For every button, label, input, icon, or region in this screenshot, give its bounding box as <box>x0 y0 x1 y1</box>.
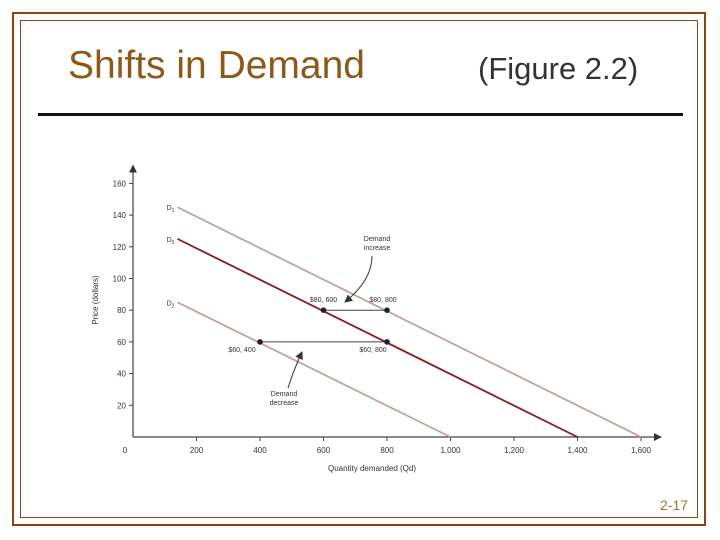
data-point <box>257 339 263 345</box>
x-tick-label: 1,000 <box>440 446 461 455</box>
title-underline <box>38 113 683 116</box>
x-tick-label: 600 <box>317 446 331 455</box>
x-tick-label: 1,400 <box>567 446 588 455</box>
x-tick-label: 0 <box>123 446 128 455</box>
series-line-d0 <box>177 238 578 438</box>
slide-frame-outer <box>12 12 706 526</box>
slide-number: 2-17 <box>660 497 689 513</box>
x-tick-label: 800 <box>380 446 394 455</box>
series-label-d1: D1 <box>167 205 175 214</box>
point-label: $80, 800 <box>369 297 396 304</box>
y-tick-label: 40 <box>117 370 126 379</box>
series-label-d2: D2 <box>167 300 175 309</box>
point-label: $80, 600 <box>310 297 337 304</box>
annotation-increase-line2: increase <box>364 245 391 252</box>
x-tick-label: 200 <box>190 446 204 455</box>
slide-title: Shifts in Demand <box>68 44 365 87</box>
annotation-decrease-line2: decrease <box>270 400 299 407</box>
x-tick-label: 1,600 <box>631 446 652 455</box>
y-tick-label: 140 <box>113 211 127 220</box>
x-axis-label: Quantity demanded (Qd) <box>328 464 416 473</box>
series-line-d2 <box>177 301 451 438</box>
y-tick-label: 80 <box>117 306 126 315</box>
slide-subtitle: (Figure 2.2) <box>478 51 639 86</box>
y-tick-label: 60 <box>117 338 126 347</box>
data-point <box>384 307 390 314</box>
series-line-d1 <box>177 206 642 438</box>
data-point <box>320 307 327 314</box>
point-label: $60, 400 <box>228 347 255 354</box>
x-tick-label: 400 <box>253 446 267 455</box>
annotation-increase-line1: Demand <box>364 236 391 243</box>
x-tick-label: 1,200 <box>504 446 525 455</box>
series-label-d0: D0 <box>167 237 175 246</box>
point-label: $60, 800 <box>359 347 386 354</box>
y-axis-label: Price (dollars) <box>91 275 100 325</box>
annotation-increase-arrow <box>344 255 373 303</box>
annotation-decrease-line1: Demand <box>271 391 298 398</box>
slide-frame-inner <box>20 20 698 518</box>
y-tick-label: 100 <box>113 275 127 284</box>
y-tick-label: 120 <box>113 243 127 252</box>
y-tick-label: 20 <box>117 401 126 410</box>
data-point <box>384 339 390 345</box>
annotation-decrease-arrow <box>287 351 303 389</box>
y-tick-label: 160 <box>113 179 127 188</box>
